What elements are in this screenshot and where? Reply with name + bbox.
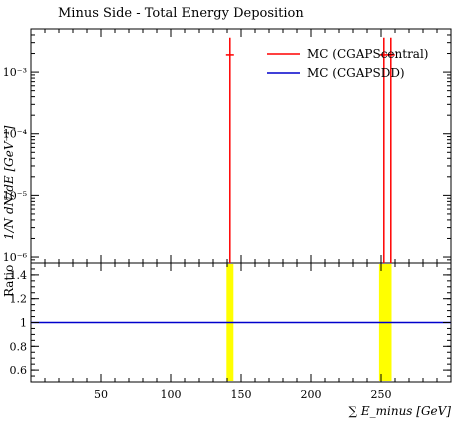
ratio-y-tick-label: 1.4: [10, 269, 28, 282]
main-y-axis-label: 1/N dN/dE [GeV⁻¹]: [2, 125, 16, 240]
main-series-group: [225, 37, 395, 263]
legend-label: MC (CGAPScentral): [307, 47, 428, 61]
ratio-y-axis-label: Ratio: [2, 265, 16, 297]
x-tick-label: 250: [371, 388, 392, 401]
ratio-y-tick-label: 1.2: [10, 293, 28, 306]
ratio-y-tick-label: 0.6: [10, 364, 28, 377]
ratio-y-tick-label: 1: [20, 317, 27, 330]
legend: MC (CGAPScentral) MC (CGAPSDD): [267, 47, 428, 80]
x-tick-label: 150: [231, 388, 252, 401]
chart-title: Minus Side - Total Energy Deposition: [58, 6, 304, 21]
main-y-tick-label: 10⁻⁵: [3, 189, 27, 202]
ratio-y-tick-label: 0.8: [10, 340, 28, 353]
main-panel-frame: [30, 28, 452, 264]
x-tick-label: 100: [161, 388, 182, 401]
ratio-y-ticks: 0.6 0.8 1 1.2 1.4: [10, 262, 451, 383]
x-axis-label: ∑ E_minus [GeV]: [348, 404, 451, 418]
main-y-tick-label: 10⁻⁴: [3, 128, 28, 141]
x-ticks: 50 100 150 200 250: [44, 29, 438, 401]
x-tick-label: 50: [94, 388, 108, 401]
legend-label: MC (CGAPSDD): [307, 66, 405, 80]
x-tick-label: 200: [301, 388, 322, 401]
main-y-tick-label: 10⁻⁶: [3, 251, 28, 264]
main-y-tick-label: 10⁻³: [3, 66, 27, 79]
main-y-ticks: 10⁻⁶ 10⁻⁵ 10⁻⁴ 10⁻³: [3, 28, 451, 264]
